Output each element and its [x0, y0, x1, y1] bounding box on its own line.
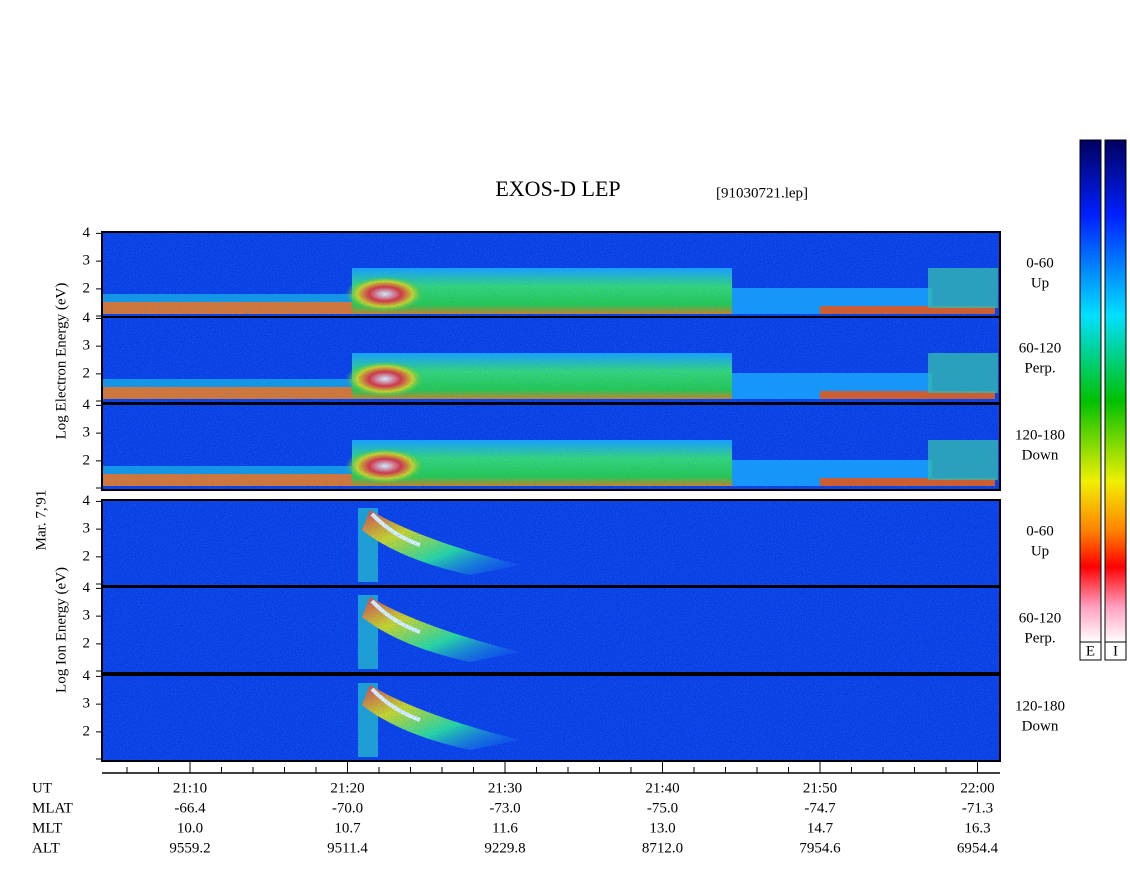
x-label: -70.0 — [332, 800, 363, 816]
y-tick-label: 2 — [83, 280, 91, 296]
panel-label: 60-120 — [1019, 340, 1062, 356]
colorbar-label-box — [1104, 641, 1127, 661]
y-tick-label: 2 — [83, 548, 91, 564]
x-label: 9559.2 — [169, 840, 210, 856]
y-tick-label: 2 — [83, 365, 91, 381]
x-label: 22:00 — [960, 780, 994, 796]
y-tick-label: 2 — [83, 723, 91, 739]
row-name: MLT — [32, 820, 62, 836]
y-tick-label: 4 — [83, 225, 91, 241]
colorbar-label: I — [1113, 643, 1118, 659]
panel-label: 120-180 — [1015, 698, 1065, 714]
x-label: 11.6 — [492, 820, 518, 836]
y-tick-label: 3 — [83, 696, 91, 712]
panel-label: Down — [1022, 447, 1059, 463]
spectrogram-noise — [102, 675, 1000, 761]
y-tick-label: 2 — [83, 635, 91, 651]
panel-label: 0-60 — [1026, 523, 1054, 539]
x-label: -73.0 — [489, 800, 520, 816]
x-label: -74.7 — [804, 800, 836, 816]
panel-label: Up — [1031, 543, 1049, 559]
x-label: 10.0 — [177, 820, 203, 836]
x-label: 7954.6 — [799, 840, 841, 856]
panel-label: Perp. — [1024, 360, 1055, 376]
spectrogram-noise — [102, 404, 1000, 490]
panel-label: 0-60 — [1026, 255, 1054, 271]
y-tick-label: 3 — [83, 521, 91, 537]
panel-label: Perp. — [1024, 630, 1055, 646]
x-label: 21:50 — [803, 780, 837, 796]
x-label: -71.3 — [962, 800, 993, 816]
y-tick-label: 3 — [83, 338, 91, 354]
spectrogram-noise — [102, 500, 1000, 586]
x-label: 14.7 — [807, 820, 834, 836]
panel-label: 60-120 — [1019, 610, 1062, 626]
x-label: 10.7 — [334, 820, 361, 836]
panel-frame — [101, 403, 1001, 491]
date-label: Mar. 7,'91 — [33, 490, 49, 551]
y-tick-label: 2 — [83, 452, 91, 468]
x-label: 9511.4 — [327, 840, 368, 856]
row-name: ALT — [32, 840, 60, 856]
panel-label: Down — [1022, 718, 1059, 734]
group-label: Log Ion Energy (eV) — [53, 567, 69, 693]
panel-label: 120-180 — [1015, 427, 1065, 443]
colorbar — [1104, 139, 1127, 643]
x-label: 21:30 — [488, 780, 522, 796]
x-label: -66.4 — [174, 800, 206, 816]
row-name: UT — [32, 780, 52, 796]
x-label: 6954.4 — [957, 840, 999, 856]
x-label: 13.0 — [649, 820, 675, 836]
x-label: 16.3 — [964, 820, 990, 836]
y-tick-label: 4 — [83, 580, 91, 596]
y-tick-label: 3 — [83, 253, 91, 269]
x-label: 21:20 — [330, 780, 364, 796]
y-tick-label: 3 — [83, 425, 91, 441]
colorbar-label: E — [1086, 643, 1095, 659]
x-label: 8712.0 — [642, 840, 683, 856]
title: EXOS-D LEP — [495, 176, 620, 201]
y-tick-label: 4 — [83, 310, 91, 326]
y-tick-label: 4 — [83, 493, 91, 509]
panel-frame — [101, 674, 1001, 762]
spectrogram-noise — [102, 317, 1000, 403]
y-tick-label: 4 — [83, 668, 91, 684]
panel-label: Up — [1031, 275, 1049, 291]
colorbar-label-box — [1079, 641, 1102, 661]
file-name: [91030721.lep] — [716, 185, 808, 201]
group-label: Log Electron Energy (eV) — [53, 283, 69, 440]
spectrogram-noise — [102, 232, 1000, 318]
y-tick-label: 4 — [83, 397, 91, 413]
x-label: 21:40 — [645, 780, 679, 796]
colorbar — [1079, 139, 1102, 643]
panel-frame — [101, 586, 1001, 674]
y-tick-label: 3 — [83, 608, 91, 624]
x-label: 21:10 — [173, 780, 207, 796]
row-name: MLAT — [32, 800, 73, 816]
x-label: -75.0 — [647, 800, 678, 816]
spectrogram-noise — [102, 587, 1000, 673]
x-label: 9229.8 — [484, 840, 525, 856]
